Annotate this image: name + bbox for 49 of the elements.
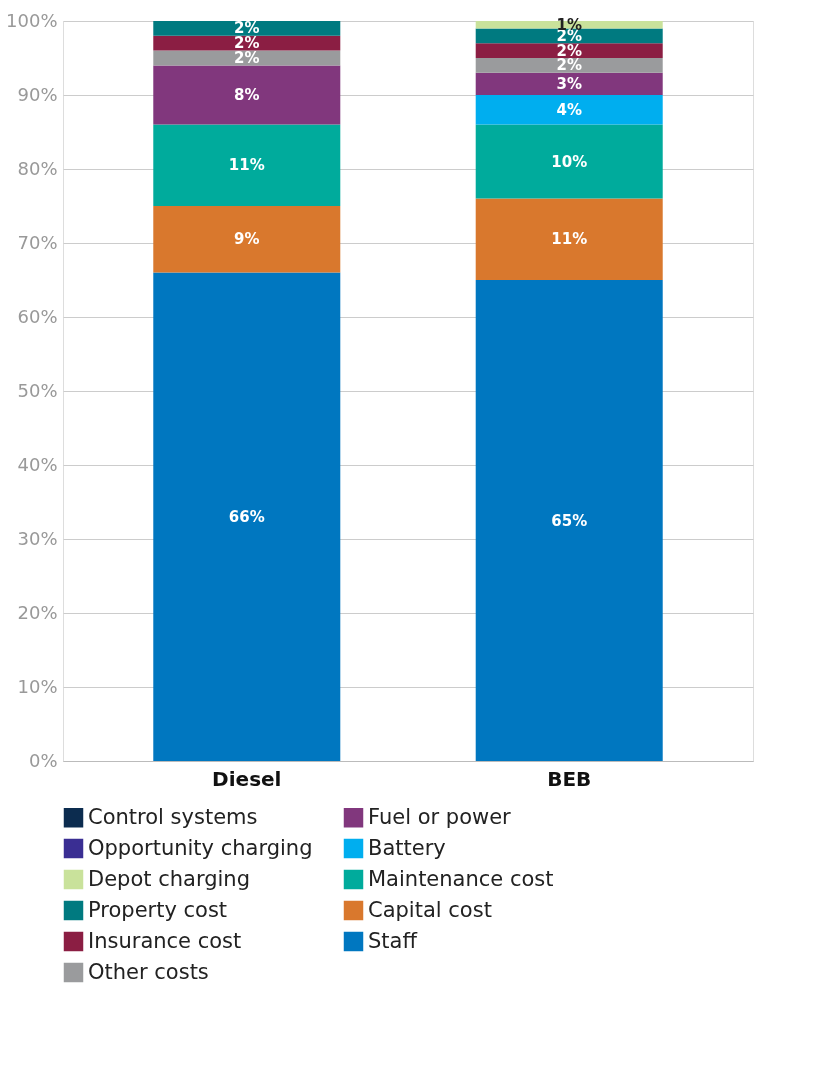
- data-label: 9%: [234, 230, 260, 249]
- bar: [153, 65, 341, 125]
- bar: [475, 58, 663, 73]
- data-label: 3%: [556, 74, 582, 93]
- legend-label: Fuel or power: [368, 804, 512, 829]
- legend-label: Maintenance cost: [368, 866, 554, 891]
- data-label: 2%: [556, 56, 582, 75]
- x-tick-label: Diesel: [212, 766, 282, 791]
- legend-label: Capital cost: [368, 897, 492, 922]
- y-tick-label: 60%: [17, 305, 58, 327]
- legend-label: Depot charging: [88, 866, 250, 891]
- y-tick-label: 0%: [28, 749, 58, 771]
- bar: [475, 124, 663, 199]
- legend-label: Other costs: [88, 959, 209, 984]
- bar: [475, 198, 663, 280]
- y-tick-label: 40%: [17, 453, 58, 475]
- legend-label: Battery: [368, 835, 446, 860]
- y-tick-label: 90%: [17, 83, 58, 105]
- legend-label: Property cost: [88, 897, 228, 922]
- y-tick-label: 80%: [17, 157, 58, 179]
- bar: [475, 28, 663, 44]
- bar: [153, 206, 341, 273]
- bar: [153, 124, 341, 206]
- y-tick-label: 30%: [17, 527, 58, 549]
- data-label: 11%: [551, 230, 588, 249]
- y-tick-label: 20%: [17, 601, 58, 623]
- bar: [153, 21, 341, 36]
- bar: [153, 35, 341, 51]
- y-tick-label: 100%: [6, 9, 58, 31]
- data-label: 66%: [228, 507, 265, 526]
- bar: [475, 280, 663, 761]
- legend-label: Insurance cost: [88, 928, 242, 953]
- data-label: 4%: [556, 100, 582, 119]
- data-label: 10%: [551, 152, 588, 171]
- legend-label: Opportunity charging: [88, 835, 313, 860]
- x-tick-label: BEB: [547, 766, 592, 791]
- data-label: 2%: [234, 49, 260, 67]
- bar: [153, 272, 341, 761]
- y-tick-label: 50%: [17, 379, 58, 401]
- y-tick-label: 10%: [17, 675, 58, 697]
- data-label: 11%: [228, 156, 265, 175]
- legend-label: Control systems: [88, 804, 258, 829]
- data-label: 8%: [234, 86, 260, 104]
- bar: [475, 72, 663, 95]
- bar: [475, 95, 663, 125]
- y-tick-label: 70%: [17, 231, 58, 253]
- bar: [475, 43, 663, 58]
- legend-label: Staff: [368, 928, 418, 953]
- data-label: 65%: [551, 511, 588, 530]
